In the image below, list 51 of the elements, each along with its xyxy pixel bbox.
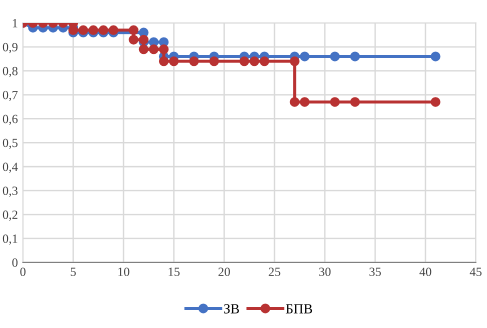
y-tick-label: 0,9 xyxy=(2,42,18,54)
point xyxy=(260,56,270,66)
point xyxy=(98,25,108,36)
point xyxy=(78,25,88,36)
x-tick-label: 30 xyxy=(319,268,331,276)
point xyxy=(300,52,310,62)
x-tick-label: 35 xyxy=(370,268,381,276)
point xyxy=(290,97,300,107)
point xyxy=(430,52,440,62)
point xyxy=(350,52,360,62)
point xyxy=(239,56,250,66)
point xyxy=(330,97,340,107)
point xyxy=(290,56,300,66)
point xyxy=(88,25,98,36)
y-tick-label: 0,6 xyxy=(2,114,18,125)
x-tick-label: 25 xyxy=(268,268,280,276)
y-tick-label: 0,1 xyxy=(2,234,18,245)
legend-label: ЗВ xyxy=(224,304,239,314)
legend-label: БПВ xyxy=(286,304,312,314)
y-tick-label: 1 xyxy=(12,19,18,28)
point xyxy=(158,56,169,66)
point xyxy=(158,44,169,54)
x-tick-label: 5 xyxy=(70,268,76,276)
y-tick-label: 0 xyxy=(12,258,18,267)
y-tick-label: 0,3 xyxy=(2,186,18,197)
point xyxy=(350,97,360,107)
x-tick-label: 20 xyxy=(218,268,230,276)
point xyxy=(430,97,440,107)
point xyxy=(108,25,118,36)
y-tick-label: 0,8 xyxy=(2,66,18,78)
point xyxy=(250,56,260,66)
point xyxy=(209,56,219,66)
x-tick-label: 40 xyxy=(419,268,432,276)
x-tick-label: 45 xyxy=(470,268,482,276)
x-tick-label: 0 xyxy=(20,268,26,276)
y-tick-label: 0,5 xyxy=(2,138,18,149)
point xyxy=(168,56,179,66)
point xyxy=(330,52,340,62)
point xyxy=(148,44,159,54)
y-tick-label: 0,7 xyxy=(2,90,18,102)
point xyxy=(128,25,138,36)
x-tick-label: 15 xyxy=(168,268,180,276)
y-tick-label: 0,4 xyxy=(2,162,18,173)
point xyxy=(128,34,138,45)
point xyxy=(189,56,199,66)
x-tick-label: 10 xyxy=(118,268,130,276)
point xyxy=(138,34,149,45)
point xyxy=(138,44,149,54)
point xyxy=(68,25,78,36)
point xyxy=(300,97,310,107)
y-tick-label: 0,2 xyxy=(2,210,18,221)
